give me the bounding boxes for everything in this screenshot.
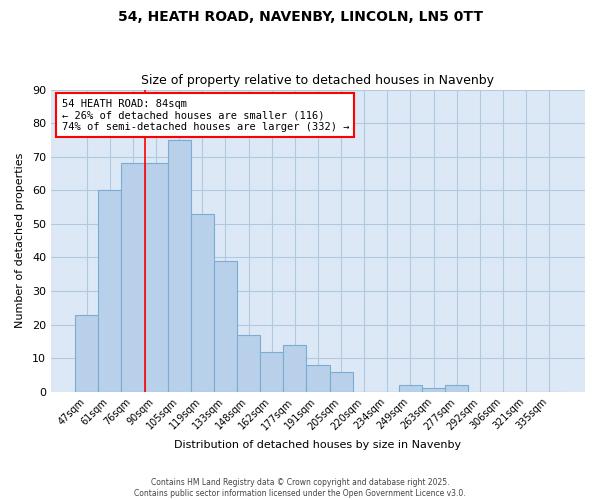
- Bar: [191, 214, 214, 392]
- Bar: [307, 365, 329, 392]
- Bar: [283, 345, 307, 392]
- Y-axis label: Number of detached properties: Number of detached properties: [15, 153, 25, 328]
- Title: Size of property relative to detached houses in Navenby: Size of property relative to detached ho…: [142, 74, 494, 87]
- Bar: [422, 388, 445, 392]
- Text: Contains HM Land Registry data © Crown copyright and database right 2025.
Contai: Contains HM Land Registry data © Crown c…: [134, 478, 466, 498]
- Text: 54, HEATH ROAD, NAVENBY, LINCOLN, LN5 0TT: 54, HEATH ROAD, NAVENBY, LINCOLN, LN5 0T…: [118, 10, 482, 24]
- Bar: [237, 334, 260, 392]
- Bar: [260, 352, 283, 392]
- Bar: [167, 140, 191, 392]
- Bar: [214, 261, 237, 392]
- Bar: [329, 372, 353, 392]
- Text: 54 HEATH ROAD: 84sqm
← 26% of detached houses are smaller (116)
74% of semi-deta: 54 HEATH ROAD: 84sqm ← 26% of detached h…: [62, 98, 349, 132]
- Bar: [121, 164, 145, 392]
- Bar: [399, 385, 422, 392]
- Bar: [75, 314, 98, 392]
- Bar: [145, 164, 167, 392]
- X-axis label: Distribution of detached houses by size in Navenby: Distribution of detached houses by size …: [175, 440, 461, 450]
- Bar: [445, 385, 468, 392]
- Bar: [98, 190, 121, 392]
